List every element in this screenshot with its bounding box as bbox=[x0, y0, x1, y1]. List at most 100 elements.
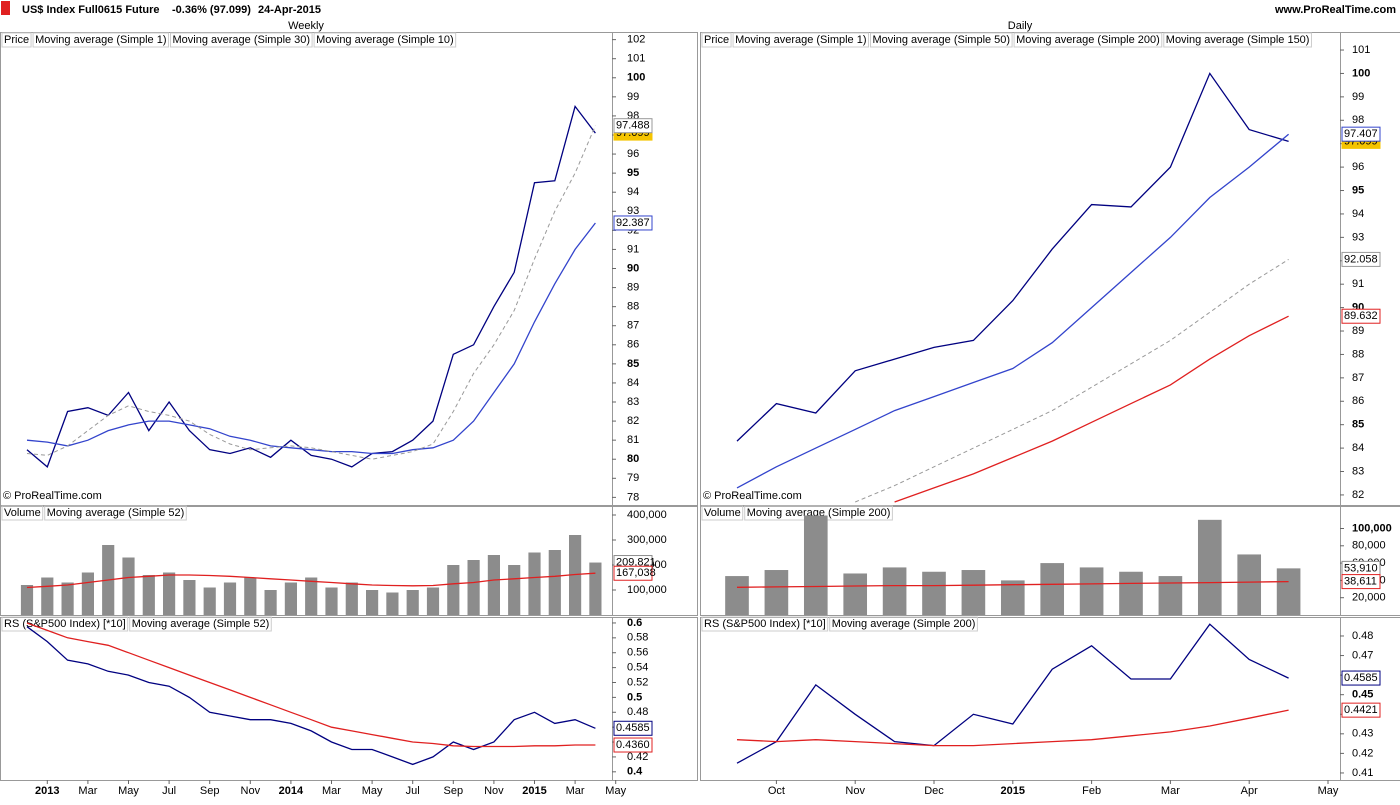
panel-title: Daily bbox=[1008, 20, 1033, 32]
y-tick-label: 0.48 bbox=[1352, 630, 1373, 642]
y-tick-label: 80 bbox=[627, 453, 639, 465]
x-tick-label: Sep bbox=[444, 785, 464, 797]
y-tick-label: 83 bbox=[627, 396, 639, 408]
volume-bar bbox=[386, 593, 398, 616]
legend-entry: Moving average (Simple 200) bbox=[832, 618, 976, 630]
y-tick-label: 100 bbox=[1352, 67, 1370, 79]
volume-bar bbox=[962, 570, 986, 615]
y-tick-label: 100 bbox=[627, 72, 645, 84]
volume-bar bbox=[183, 580, 195, 615]
panel-frame bbox=[1, 33, 613, 506]
legend-entry: Moving average (Simple 150) bbox=[1166, 34, 1310, 46]
y-tick-label: 20,000 bbox=[1352, 592, 1386, 604]
value-tag-label: 38,611 bbox=[1344, 576, 1377, 588]
logo bbox=[1, 1, 10, 15]
site: www.ProRealTime.com bbox=[1274, 4, 1396, 16]
legend-entry: Price bbox=[704, 34, 729, 46]
legend-entry: Moving average (Simple 200) bbox=[1016, 34, 1160, 46]
y-tick-label: 85 bbox=[1352, 419, 1364, 431]
volume-bar bbox=[1080, 567, 1104, 615]
y-tick-label: 90 bbox=[627, 262, 639, 274]
y-tick-label: 88 bbox=[1352, 348, 1364, 360]
date: 24-Apr-2015 bbox=[258, 4, 321, 16]
value-tag-label: 53,910 bbox=[1344, 562, 1378, 574]
volume-bar bbox=[325, 588, 337, 616]
volume-bar bbox=[285, 583, 297, 616]
volume-bar bbox=[1001, 580, 1025, 615]
legend-entry: RS (S&P500 Index) [*10] bbox=[4, 618, 126, 630]
legend-entry: RS (S&P500 Index) [*10] bbox=[704, 618, 826, 630]
volume-bar bbox=[488, 555, 500, 615]
volume-bar bbox=[62, 583, 74, 616]
watermark: © ProRealTime.com bbox=[703, 490, 802, 502]
instrument: US$ Index Full0615 Future bbox=[22, 4, 160, 16]
x-tick-label: May bbox=[362, 785, 383, 797]
y-tick-label: 80,000 bbox=[1352, 540, 1386, 552]
volume-bar bbox=[1277, 568, 1301, 615]
axis-area bbox=[613, 618, 698, 781]
axis-area bbox=[1341, 33, 1400, 506]
y-tick-label: 101 bbox=[627, 53, 645, 65]
value-tag-label: 0.4360 bbox=[616, 739, 650, 751]
volume-bar bbox=[265, 590, 277, 615]
y-tick-label: 99 bbox=[1352, 91, 1364, 103]
series-line bbox=[737, 73, 1289, 441]
y-tick-label: 0.52 bbox=[627, 676, 648, 688]
y-tick-label: 84 bbox=[1352, 442, 1364, 454]
volume-bar bbox=[508, 565, 520, 615]
x-tick-label: Nov bbox=[484, 785, 504, 797]
volume-bar bbox=[244, 578, 256, 616]
axis-area bbox=[613, 33, 698, 506]
x-tick-label: Mar bbox=[1161, 785, 1180, 797]
volume-bar bbox=[528, 553, 540, 616]
y-tick-label: 0.54 bbox=[627, 662, 648, 674]
y-tick-label: 87 bbox=[1352, 372, 1364, 384]
x-tick-label: Mar bbox=[566, 785, 585, 797]
panel-frame bbox=[701, 33, 1341, 506]
legend-entry: Moving average (Simple 52) bbox=[47, 507, 185, 519]
legend-entry: Volume bbox=[704, 507, 741, 519]
y-tick-label: 82 bbox=[1352, 489, 1364, 501]
volume-bar bbox=[765, 570, 789, 615]
x-tick-label: Mar bbox=[322, 785, 341, 797]
x-tick-label: Jul bbox=[406, 785, 420, 797]
y-tick-label: 101 bbox=[1352, 44, 1370, 56]
y-tick-label: 78 bbox=[627, 491, 639, 503]
x-tick-label: Oct bbox=[768, 785, 785, 797]
legend-entry: Price bbox=[4, 34, 29, 46]
volume-bar bbox=[1040, 563, 1064, 615]
series-line bbox=[27, 223, 595, 454]
watermark: © ProRealTime.com bbox=[3, 490, 102, 502]
y-tick-label: 94 bbox=[627, 186, 639, 198]
volume-bar bbox=[122, 558, 134, 616]
volume-bar bbox=[589, 563, 601, 615]
volume-bar bbox=[163, 573, 175, 616]
y-tick-label: 93 bbox=[627, 205, 639, 217]
volume-bar bbox=[1198, 520, 1222, 615]
value-tag-label: 167,038 bbox=[616, 567, 656, 579]
y-tick-label: 89 bbox=[1352, 325, 1364, 337]
x-tick-label: Feb bbox=[1082, 785, 1101, 797]
volume-bar bbox=[883, 567, 907, 615]
value-tag-label: 92.387 bbox=[616, 217, 650, 229]
legend-entry: Volume bbox=[4, 507, 41, 519]
x-tick-label: 2013 bbox=[35, 785, 59, 797]
y-tick-label: 91 bbox=[1352, 278, 1364, 290]
y-tick-label: 0.5 bbox=[627, 691, 642, 703]
y-tick-label: 0.4 bbox=[627, 766, 643, 778]
y-tick-label: 102 bbox=[627, 34, 645, 46]
x-tick-label: 2015 bbox=[522, 785, 546, 797]
volume-bar bbox=[366, 590, 378, 615]
y-tick-label: 79 bbox=[627, 472, 639, 484]
volume-bar bbox=[305, 578, 317, 616]
y-tick-label: 95 bbox=[1352, 184, 1364, 196]
volume-bar bbox=[1237, 554, 1261, 615]
x-tick-label: Jul bbox=[162, 785, 176, 797]
y-tick-label: 96 bbox=[1352, 161, 1364, 173]
y-tick-label: 96 bbox=[627, 148, 639, 160]
y-tick-label: 93 bbox=[1352, 231, 1364, 243]
value-tag-label: 0.4585 bbox=[616, 722, 650, 734]
volume-bar bbox=[346, 583, 358, 616]
y-tick-label: 0.56 bbox=[627, 647, 648, 659]
